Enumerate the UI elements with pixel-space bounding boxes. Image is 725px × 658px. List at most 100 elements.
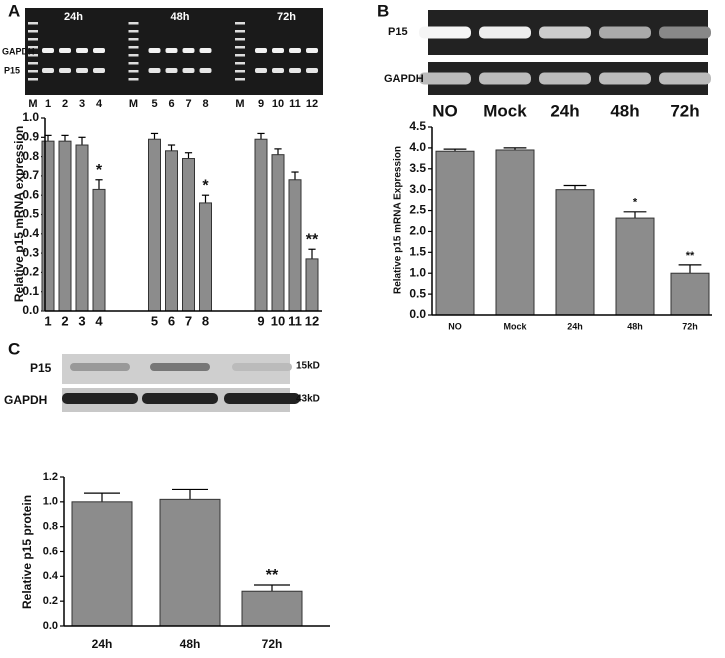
blot-row-label: GAPDH [4,393,47,407]
x-tick-label: NO [448,321,462,331]
x-tick-label: 8 [202,313,209,328]
lane-label: M [28,98,37,110]
gel-band [659,72,711,85]
y-tick-label: 1.5 [409,245,426,259]
y-tick-label: 0.6 [43,545,58,557]
bar [41,140,55,312]
y-tick-label: 0.7 [22,168,39,182]
bar [241,590,303,627]
bar [71,501,133,627]
lane-label: 10 [272,98,284,110]
blot-row-label: P15 [30,361,52,375]
panel-label: C [8,339,20,358]
bar [435,150,475,316]
y-tick-label: 0.5 [409,286,426,300]
y-axis-label: Relative p15 mRNA expression [12,126,26,302]
marker-band [235,62,245,65]
marker-band [128,54,139,57]
lane-label: 3 [79,98,85,110]
y-tick-label: 0.0 [409,307,426,321]
y-tick-label: 0.4 [43,570,59,582]
gel-band [93,68,105,73]
marker-band [128,70,139,73]
y-axis-label: Relative p15 mRNA Expression [393,146,404,294]
gel-band [42,48,54,53]
gel-row-label: P15 [4,65,20,75]
lane-label: 7 [185,98,191,110]
gel-band [272,48,284,53]
gel-row-label: GAPDH [2,46,35,56]
significance-mark: ** [266,567,279,584]
gel-band [255,48,267,53]
lane-label: Mock [483,101,527,120]
lane-label: 1 [45,98,51,110]
gel-band [659,26,711,39]
x-tick-label: 24h [92,637,113,651]
bar [271,154,285,312]
bar [182,158,195,312]
marker-band [28,70,38,73]
bar [305,258,319,312]
bar [159,498,221,627]
y-tick-label: 4.0 [409,140,426,154]
y-tick-label: 0.8 [22,149,39,163]
y-tick-label: 2.5 [409,203,426,217]
x-tick-label: Mock [503,321,527,331]
gel-band [419,72,471,85]
bar [254,138,268,312]
bar [75,144,89,312]
gel-band [306,48,318,53]
marker-band [128,78,139,81]
gel-band [272,68,284,73]
lane-label: 11 [289,98,301,110]
y-tick-label: 4.5 [409,119,426,133]
y-tick-label: 1.0 [43,496,58,508]
gel-band [306,68,318,73]
x-tick-label: 48h [627,321,643,331]
gel-row-label: GAPDH [384,73,424,85]
y-tick-label: 1.0 [22,110,39,124]
gel-band [42,68,54,73]
y-axis-label: Relative p15 protein [20,495,34,609]
lane-label: 5 [151,98,157,110]
x-tick-label: 10 [271,313,285,328]
x-tick-label: 9 [257,313,264,328]
lane-label: 8 [202,98,208,110]
y-tick-label: 0.4 [22,226,39,240]
y-tick-label: 0.0 [22,303,39,317]
significance-mark: ** [686,250,695,262]
blot-band [142,393,218,404]
y-tick-label: 0.3 [22,245,39,259]
bar [495,149,535,316]
y-tick-label: 0.0 [43,620,58,632]
y-tick-label: 1.2 [43,471,58,483]
gel-header: 48h [171,11,190,23]
marker-band [235,70,245,73]
gel-band [199,48,212,53]
x-tick-label: 72h [682,321,698,331]
y-tick-label: 1.0 [409,265,426,279]
x-tick-label: 6 [168,313,175,328]
gel-band [599,72,651,85]
lane-label: 12 [306,98,318,110]
marker-band [128,62,139,65]
x-tick-label: 4 [95,313,103,328]
marker-band [128,22,139,25]
bar [288,179,302,312]
gel-header: 72h [277,11,296,23]
x-tick-label: 2 [61,313,68,328]
panel-label: B [377,1,389,20]
gel-band [255,68,267,73]
gel-band [289,68,301,73]
gel-band [539,26,591,39]
marker-band [28,62,38,65]
gel-band [93,48,105,53]
marker-band [235,38,245,41]
lane-label: NO [432,101,458,120]
size-label: 43kD [296,394,320,405]
y-tick-label: 0.8 [43,521,58,533]
significance-mark: * [202,177,209,194]
gel-band [148,68,161,73]
